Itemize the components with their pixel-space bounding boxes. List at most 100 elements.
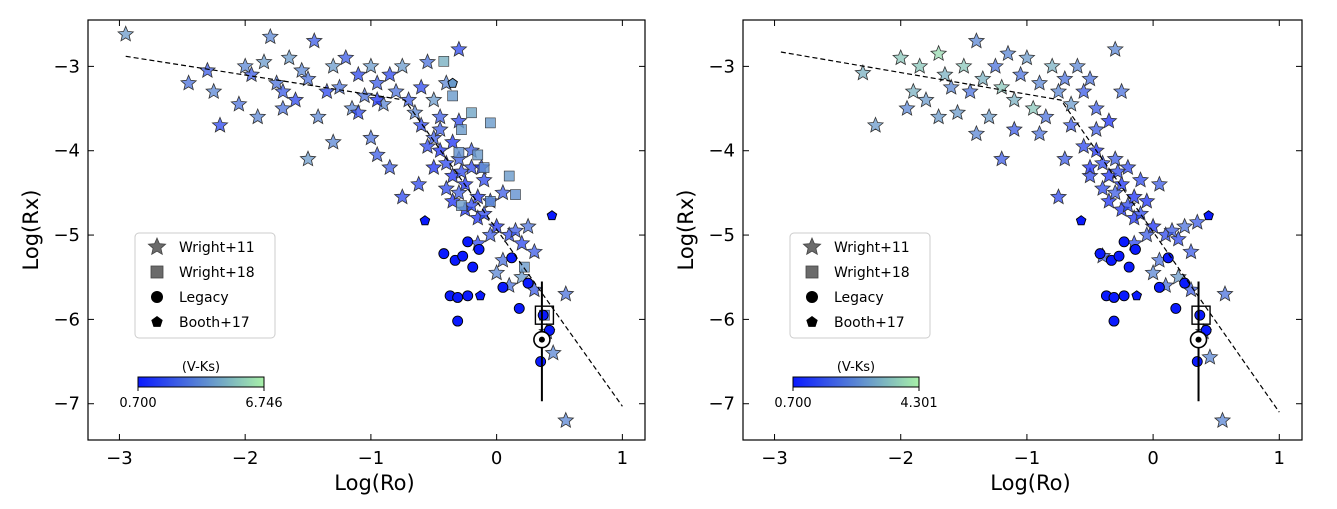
legacy-circle-point: [1191, 356, 1203, 368]
wright18-square-point: [485, 196, 496, 207]
legacy-circle-point: [513, 302, 525, 314]
legacy-circle-point: [522, 277, 534, 289]
wright11-star-point: [1150, 175, 1168, 192]
legacy-circle-point: [1108, 315, 1120, 327]
wright11-star-point: [1081, 166, 1099, 184]
legend-entry-label: Wright+18: [179, 265, 255, 281]
wright11-star-point: [437, 154, 455, 171]
wright11-star-point: [205, 82, 223, 100]
wright11-star-point: [1081, 69, 1099, 87]
x-tick-label: 0: [491, 448, 502, 469]
legend-square-icon: [150, 265, 164, 279]
wright11-star-point: [337, 48, 355, 66]
wright11-star-point: [854, 64, 872, 81]
wright11-star-point: [974, 69, 992, 87]
y-axis-label: Log(Rx): [19, 190, 43, 271]
legend-star-icon: [147, 236, 167, 256]
wright11-star-point: [911, 57, 929, 74]
wright11-star-point: [513, 234, 531, 251]
wright11-star-point: [506, 221, 525, 239]
booth17-pentagon-point: [447, 77, 458, 88]
wright11-star-point: [437, 179, 455, 196]
wright11-star-point: [993, 150, 1011, 167]
data-points: [117, 25, 575, 428]
colorbar-title: (V-Ks): [837, 360, 875, 375]
legacy-circle-point: [452, 292, 464, 303]
legacy-circle-point: [1170, 302, 1182, 314]
box-marker: [1191, 305, 1211, 325]
right-scatter-panel: −3 −2 −1 0 1 −3 −4 −5 −6 −7 Log(Ro) Log(Rx) Wright+1…: [674, 19, 1303, 495]
legacy-circle-point: [467, 261, 479, 273]
wright11-star-point: [400, 91, 418, 108]
wright11-star-point: [1138, 226, 1156, 243]
wright11-star-point: [1043, 57, 1061, 74]
legacy-circle-point: [1162, 252, 1174, 264]
legend-entry-label: Wright+18: [834, 265, 910, 281]
legend-circle-icon: [151, 291, 163, 303]
wright11-star-point: [1094, 179, 1112, 196]
wright11-star-point: [1106, 183, 1124, 201]
y-tick-label: −6: [53, 309, 80, 330]
wright11-star-point: [1005, 91, 1023, 108]
wright11-star-point: [1056, 150, 1074, 167]
legend-pentagon-icon: [151, 316, 163, 327]
wright11-star-point: [980, 107, 998, 125]
legacy-circle-point: [438, 248, 450, 260]
wright11-star-point: [274, 82, 292, 100]
wright11-star-point: [406, 103, 424, 121]
wright11-star-point: [456, 175, 474, 192]
wright11-star-point: [324, 57, 342, 74]
wright18-square-point: [510, 189, 521, 200]
sun-symbol-dot: [1195, 336, 1202, 343]
wright11-star-point: [1062, 116, 1080, 133]
wright18-square-point: [456, 200, 467, 211]
wright11-star-point: [1049, 82, 1068, 100]
plot-frame: [742, 19, 1303, 441]
wright18-square-point: [503, 170, 515, 182]
wright11-star-point: [1138, 192, 1156, 209]
wright11-star-point: [393, 188, 411, 205]
x-axis-label: Log(Ro): [990, 471, 1070, 495]
wright11-star-point: [412, 116, 430, 133]
wright11-star-point: [242, 65, 261, 83]
wright11-star-point: [892, 48, 910, 66]
wright11-star-point: [1037, 107, 1055, 125]
x-tick-label: −2: [232, 448, 259, 469]
wright11-star-point: [955, 57, 973, 74]
wright11-star-point: [450, 183, 468, 201]
wright11-star-point: [525, 242, 543, 260]
wright11-star-point: [1176, 217, 1194, 234]
booth17-pentagon-point: [1131, 290, 1143, 301]
wright11-star-point: [1182, 242, 1200, 260]
wright11-star-point: [1131, 171, 1150, 188]
wright11-star-point: [268, 74, 286, 91]
legend-box: [789, 232, 931, 339]
wright11-star-point: [249, 107, 267, 125]
wright11-star-point: [349, 103, 367, 121]
legend-square-icon: [805, 265, 819, 279]
wright11-star-point: [1169, 230, 1187, 247]
legacy-circle-point: [462, 290, 474, 302]
wright11-star-point: [1144, 263, 1162, 281]
y-tick-label: −5: [53, 225, 80, 246]
wright11-star-point: [1213, 411, 1232, 428]
legacy-circle-point: [1118, 236, 1130, 248]
wright11-star-point: [1049, 188, 1068, 205]
x-tick-label: 0: [1147, 448, 1158, 469]
legacy-circle-point: [457, 250, 469, 262]
booth17-pentagon-point: [1075, 215, 1087, 226]
wright11-star-point: [180, 74, 198, 91]
wright11-star-point: [1112, 82, 1131, 100]
booth17-pentagon-point: [1203, 210, 1214, 221]
legend-star-icon: [802, 236, 822, 256]
legend-box: [134, 232, 276, 339]
legend-pentagon-icon: [806, 316, 818, 327]
wright11-star-point: [450, 150, 468, 167]
legacy-circle-point: [535, 356, 547, 368]
wright11-star-point: [488, 263, 506, 281]
wright11-star-point: [930, 44, 948, 62]
legacy-circle-point: [506, 252, 518, 264]
wright11-star-point: [425, 158, 443, 175]
legend-entry-label: Legacy: [179, 290, 229, 306]
